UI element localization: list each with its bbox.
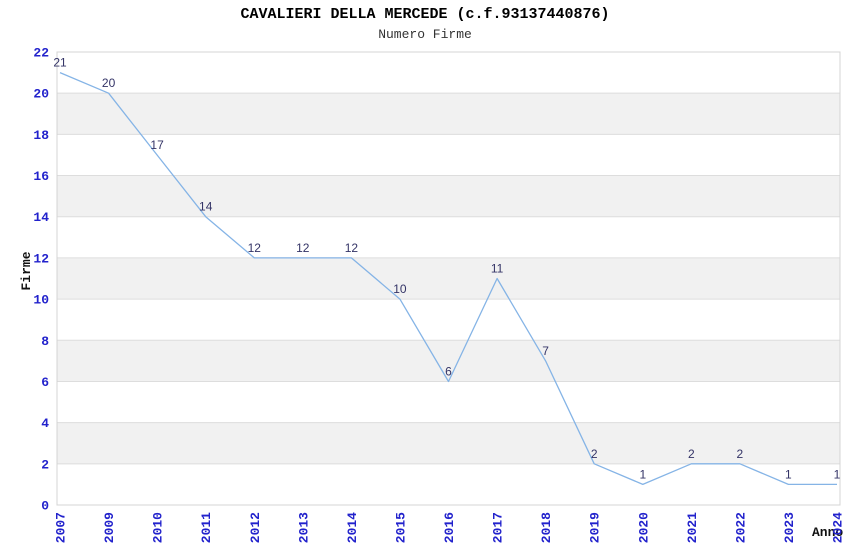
data-label: 21 — [53, 56, 67, 70]
data-label: 12 — [248, 241, 262, 255]
data-label: 10 — [393, 282, 407, 296]
data-label: 20 — [102, 76, 116, 90]
x-tick-label: 2022 — [733, 512, 748, 543]
data-label: 7 — [542, 344, 549, 358]
y-tick-label: 10 — [33, 293, 49, 308]
data-label: 11 — [491, 262, 504, 276]
y-tick-label: 14 — [33, 210, 49, 225]
plot-band — [57, 257, 840, 300]
x-tick-label: 2009 — [102, 512, 117, 543]
x-tick-label: 2013 — [296, 512, 311, 543]
x-tick-label: 2024 — [831, 512, 846, 543]
x-tick-label: 2016 — [442, 512, 457, 543]
x-tick-label: 2011 — [199, 512, 214, 543]
data-label: 6 — [445, 365, 452, 379]
data-label: 1 — [834, 467, 841, 481]
plot-band — [57, 93, 840, 135]
x-tick-label: 2023 — [782, 512, 797, 543]
y-tick-label: 2 — [41, 457, 49, 472]
x-tick-label: 2018 — [539, 512, 554, 543]
data-label: 2 — [737, 447, 744, 461]
plot-band — [57, 422, 840, 464]
chart-subtitle: Numero Firme — [378, 27, 472, 42]
x-tick-label: 2010 — [151, 512, 166, 543]
x-tick-label: 2020 — [636, 512, 651, 543]
data-label: 12 — [296, 241, 310, 255]
y-tick-label: 16 — [33, 169, 49, 184]
y-tick-label: 0 — [41, 499, 49, 514]
x-tick-label: 2014 — [345, 512, 360, 543]
x-axis-title: Anno — [812, 525, 844, 540]
y-tick-label: 18 — [33, 128, 49, 143]
data-label: 1 — [785, 467, 792, 481]
data-label: 12 — [345, 241, 359, 255]
y-tick-label: 22 — [33, 46, 49, 61]
data-label: 17 — [150, 138, 164, 152]
data-label: 14 — [199, 200, 213, 214]
x-tick-label: 2007 — [54, 512, 69, 543]
data-label: 2 — [591, 447, 598, 461]
x-tick-label: 2021 — [685, 512, 700, 543]
x-tick-label: 2015 — [393, 512, 408, 543]
data-label: 2 — [688, 447, 695, 461]
plot-band — [57, 175, 840, 217]
y-tick-label: 6 — [41, 375, 49, 390]
x-tick-label: 2017 — [491, 512, 506, 543]
plot-band — [57, 340, 840, 382]
y-tick-label: 12 — [33, 251, 49, 266]
y-tick-label: 8 — [41, 334, 49, 349]
y-tick-label: 4 — [41, 416, 49, 431]
x-tick-label: 2019 — [588, 512, 603, 543]
chart-title: CAVALIERI DELLA MERCEDE (c.f.93137440876… — [240, 6, 610, 23]
y-tick-label: 20 — [33, 87, 49, 102]
data-label: 1 — [639, 467, 646, 481]
plot-border — [56, 51, 841, 506]
x-tick-label: 2012 — [248, 512, 263, 543]
series-line — [59, 72, 837, 486]
